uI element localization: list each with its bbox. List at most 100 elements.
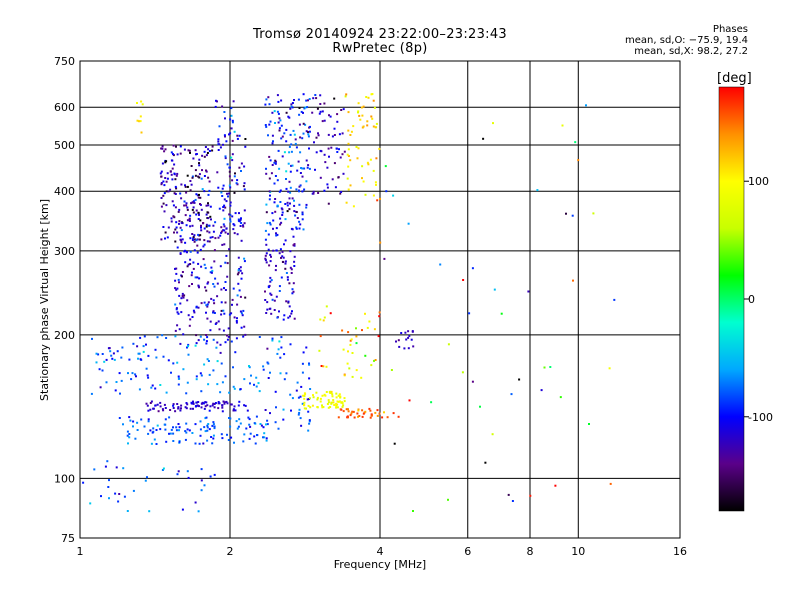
scatter-point	[280, 137, 283, 140]
scatter-point	[288, 197, 291, 200]
scatter-point	[148, 510, 151, 513]
scatter-point	[174, 228, 177, 231]
scatter-point	[318, 112, 321, 115]
scatter-point	[279, 356, 282, 359]
scatter-point	[260, 424, 263, 427]
scatter-point	[101, 353, 104, 355]
scatter-point	[280, 99, 283, 102]
scatter-point	[181, 275, 183, 278]
scatter-point	[135, 375, 137, 378]
scatter-point	[308, 98, 311, 100]
scatter-point	[332, 399, 335, 401]
scatter-point	[284, 260, 287, 263]
scatter-point	[165, 440, 168, 443]
scatter-point	[352, 125, 355, 128]
scatter-point	[224, 289, 227, 291]
scatter-point	[230, 340, 233, 343]
scatter-point	[163, 423, 166, 426]
scatter-point	[160, 147, 163, 150]
scatter-point	[285, 372, 288, 375]
scatter-point	[175, 272, 178, 275]
scatter-point	[208, 189, 211, 192]
scatter-point	[191, 316, 194, 318]
scatter-point	[272, 219, 275, 222]
scatter-point	[272, 249, 275, 252]
scatter-point	[164, 237, 166, 240]
scatter-point	[203, 263, 206, 266]
scatter-point	[127, 372, 129, 375]
scatter-point	[339, 408, 342, 411]
scatter-point	[592, 212, 595, 215]
x-tick-label: 4	[377, 545, 384, 558]
scatter-point	[379, 241, 382, 244]
scatter-point	[323, 119, 326, 122]
scatter-point	[146, 374, 149, 377]
scatter-point	[186, 428, 189, 431]
scatter-point	[295, 389, 298, 392]
scatter-point	[236, 183, 239, 186]
scatter-point	[356, 412, 359, 415]
scatter-point	[186, 346, 188, 349]
scatter-point	[282, 256, 285, 259]
scatter-point	[334, 186, 337, 189]
scatter-point	[217, 401, 220, 403]
scatter-point	[298, 203, 301, 206]
scatter-point	[230, 107, 233, 110]
scatter-point	[338, 400, 341, 403]
scatter-point	[175, 221, 178, 224]
scatter-point	[267, 377, 270, 379]
scatter-point	[185, 191, 188, 194]
y-tick-label: 300	[54, 245, 75, 258]
scatter-point	[184, 438, 187, 441]
scatter-point	[571, 214, 574, 217]
scatter-point	[204, 405, 207, 408]
scatter-point	[202, 222, 204, 225]
scatter-point	[236, 134, 239, 137]
scatter-point	[292, 244, 295, 247]
scatter-point	[205, 213, 208, 216]
scatter-point	[327, 202, 330, 205]
scatter-point	[101, 369, 104, 372]
scatter-point	[236, 294, 239, 297]
scatter-point	[196, 404, 199, 407]
scatter-point	[327, 401, 330, 404]
scatter-point	[184, 406, 187, 409]
scatter-point	[192, 206, 195, 209]
scatter-point	[329, 115, 332, 118]
scatter-point	[369, 158, 372, 161]
scatter-point	[226, 402, 229, 405]
scatter-point	[315, 136, 318, 139]
scatter-point	[240, 239, 243, 242]
scatter-point	[170, 428, 173, 431]
y-tick-label: 750	[54, 55, 75, 68]
scatter-point	[162, 226, 165, 228]
scatter-point	[200, 406, 203, 409]
scatter-point	[233, 130, 236, 133]
scatter-point	[174, 193, 177, 195]
scatter-point	[283, 243, 285, 246]
scatter-point	[295, 146, 298, 149]
scatter-point	[195, 153, 197, 156]
scatter-point	[408, 334, 411, 337]
scatter-point	[287, 316, 290, 319]
scatter-point	[292, 129, 295, 132]
scatter-point	[315, 97, 318, 100]
scatter-point	[213, 285, 216, 288]
scatter-point	[291, 106, 294, 109]
scatter-point	[189, 250, 192, 253]
scatter-point	[176, 231, 179, 234]
scatter-point	[264, 409, 267, 411]
scatter-point	[375, 183, 377, 186]
scatter-point	[267, 248, 270, 251]
scatter-point	[289, 191, 292, 194]
scatter-point	[249, 382, 251, 385]
x-axis-label: Frequency [MHz]	[334, 558, 426, 571]
scatter-point	[269, 292, 272, 295]
scatter-point	[286, 204, 289, 207]
scatter-point	[236, 427, 239, 430]
scatter-point	[511, 500, 514, 502]
scatter-point	[172, 426, 174, 429]
scatter-point	[180, 239, 183, 242]
scatter-point	[231, 179, 234, 182]
scatter-point	[352, 410, 355, 413]
